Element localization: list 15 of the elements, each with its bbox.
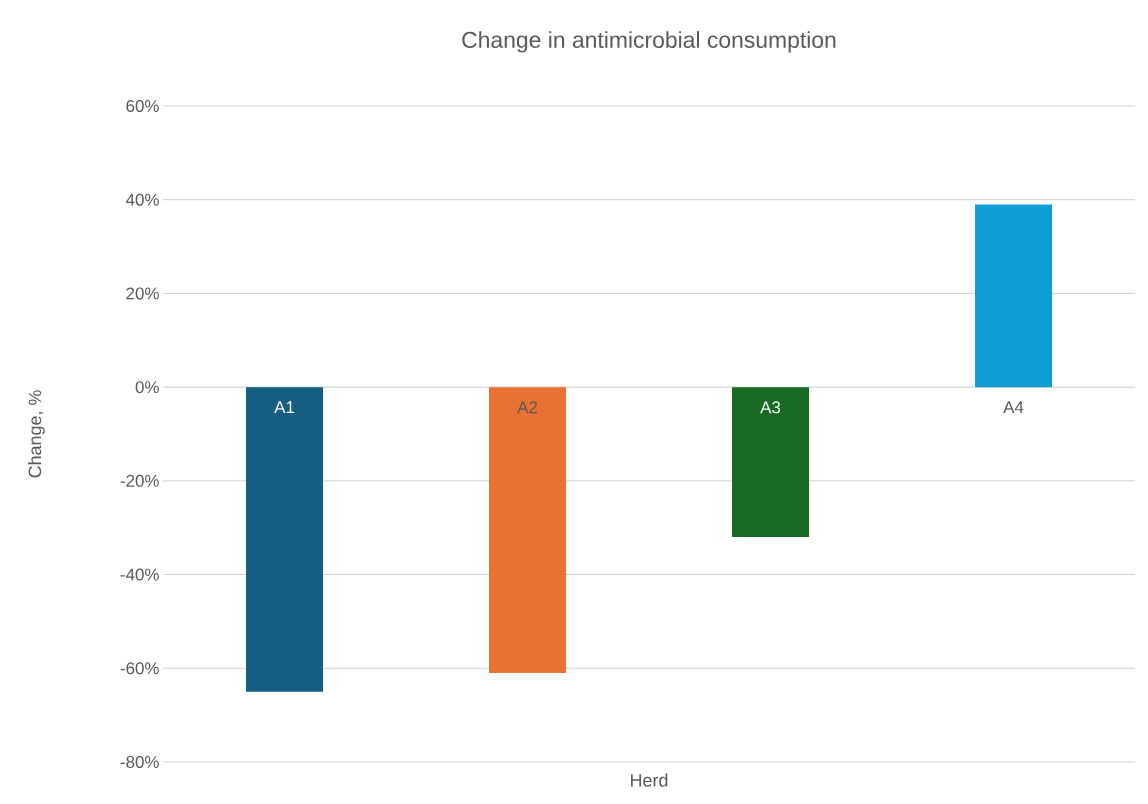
y-tick-label: -40% <box>120 568 159 581</box>
y-axis-title: Change, % <box>28 390 45 478</box>
x-tick-label: A2 <box>517 401 538 414</box>
y-tick-label: 40% <box>125 193 159 206</box>
y-tick-label: 0% <box>135 381 159 394</box>
x-axis-title: Herd <box>631 773 668 787</box>
x-tick-label: A3 <box>760 401 781 414</box>
y-tick-label: 20% <box>126 287 159 300</box>
y-tick-label: 60% <box>126 99 159 112</box>
y-tick-label: -80% <box>120 755 159 768</box>
x-tick-label: A1 <box>274 401 295 413</box>
y-tick-label: -20% <box>120 474 159 487</box>
y-tick-label: -60% <box>120 662 159 675</box>
chart-title: Change in antimicrobial consumption <box>462 31 836 53</box>
x-tick-label: A4 <box>1003 401 1024 413</box>
